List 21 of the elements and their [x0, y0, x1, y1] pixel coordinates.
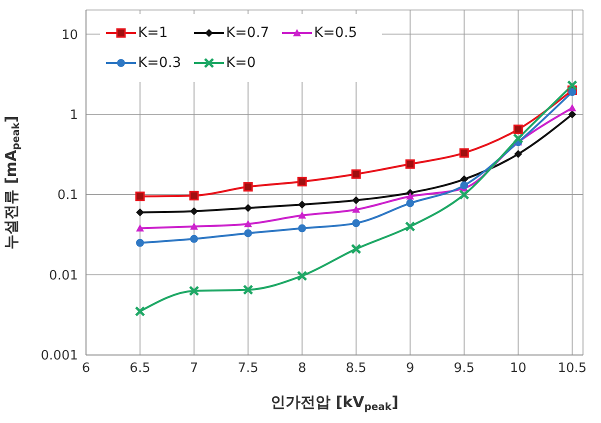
x-tick-label: 8	[298, 361, 306, 376]
legend-label: K=0	[226, 54, 256, 73]
legend-label: K=0.3	[138, 54, 182, 73]
x-axis-title: 인가전압 [kV$_{peak}$]	[270, 393, 398, 412]
x-tick-label: 9.5	[454, 361, 474, 376]
x-tick-label: 6.5	[130, 361, 150, 376]
legend-label: K=0.5	[314, 24, 358, 43]
legend-label: K=0.7	[226, 24, 270, 43]
x-tick-label: 9	[406, 361, 414, 376]
x-tick-label: 6	[82, 361, 90, 376]
x-tick-label: 7	[190, 361, 198, 376]
x-tick-label: 7.5	[238, 361, 258, 376]
y-tick-label: 1	[70, 108, 78, 123]
x-tick-label: 8.5	[346, 361, 366, 376]
x-tick-label: 10.5	[558, 361, 587, 376]
y-tick-label: 0.1	[57, 188, 78, 204]
legend-label: K=1	[138, 24, 168, 43]
x-tick-label: 10	[510, 361, 526, 376]
y-tick-label: 10	[61, 28, 78, 43]
y-tick-label: 0.01	[49, 268, 78, 284]
y-tick-label: 0.001	[40, 348, 78, 364]
